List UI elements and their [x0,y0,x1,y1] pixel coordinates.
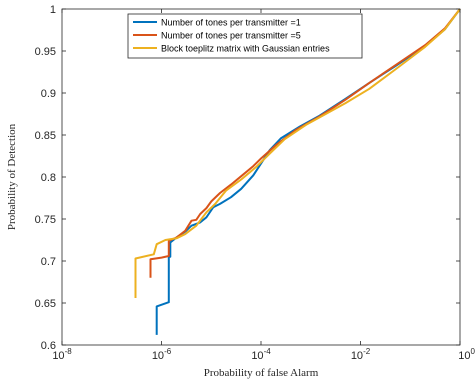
y-tick-label: 1 [50,4,56,16]
y-tick-label: 0.9 [41,88,56,100]
series-line-3 [134,8,461,298]
y-tick-label: 0.95 [35,46,56,58]
x-tick-label: 10-6 [152,347,172,362]
x-axis-label: Probability of false Alarm [204,367,319,379]
x-tick-label: 10-8 [52,347,72,362]
plot-area [62,9,460,345]
y-axis-label: Probability of Detection [6,123,18,230]
legend-label-2: Number of tones per transmitter =5 [161,31,301,41]
legend-label-3: Block toeplitz matrix with Gaussian entr… [161,44,330,54]
y-tick-label: 0.85 [35,130,56,142]
legend: Number of tones per transmitter =1 Number… [127,13,363,59]
x-tick-label: 10-2 [351,347,371,362]
y-tick-label: 0.6 [41,340,56,352]
legend-box [127,13,363,59]
legend-label-1: Number of tones per transmitter =1 [161,18,301,28]
y-tick-label: 0.8 [41,172,56,184]
y-tick-label: 0.7 [41,256,56,268]
x-tick-label: 100 [458,347,475,362]
series-layer [134,8,461,335]
tick-layer: 10-8 10-6 10-4 10-2 100 0.6 0.65 0.7 0.75 0.8 0.85… [35,4,475,362]
x-tick-label: 10-4 [251,347,271,362]
y-tick-label: 0.65 [35,298,56,310]
y-tick-label: 0.75 [35,214,56,226]
